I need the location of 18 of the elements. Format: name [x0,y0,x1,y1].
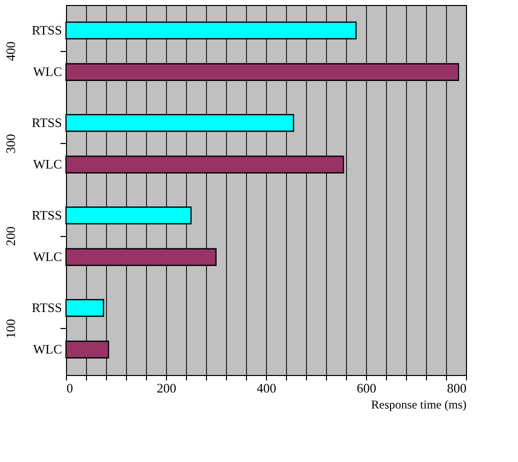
text: RTSS [32,207,62,222]
text: WLC [33,156,62,172]
y-tick-label: 300 [3,134,18,154]
x-tick-label: 0 [66,380,73,396]
y-tick-label: 100 [3,319,18,338]
x-tick-label: 800 [447,380,466,396]
text: RTSS [32,300,62,315]
text: WLC [33,342,62,357]
text: WLC [33,249,62,264]
y-tick-label: 400 [3,42,18,61]
x-tick-label: 400 [256,380,276,396]
x-axis-title: Response time (ms) [371,398,466,412]
x-tick-label: 600 [356,380,376,396]
series-label: RTSS [32,22,62,38]
legend-label: WLC [33,64,62,80]
x-tick-label: 200 [156,380,176,396]
y-tick-label: 200 [3,226,18,246]
text: RTSS [32,114,62,130]
